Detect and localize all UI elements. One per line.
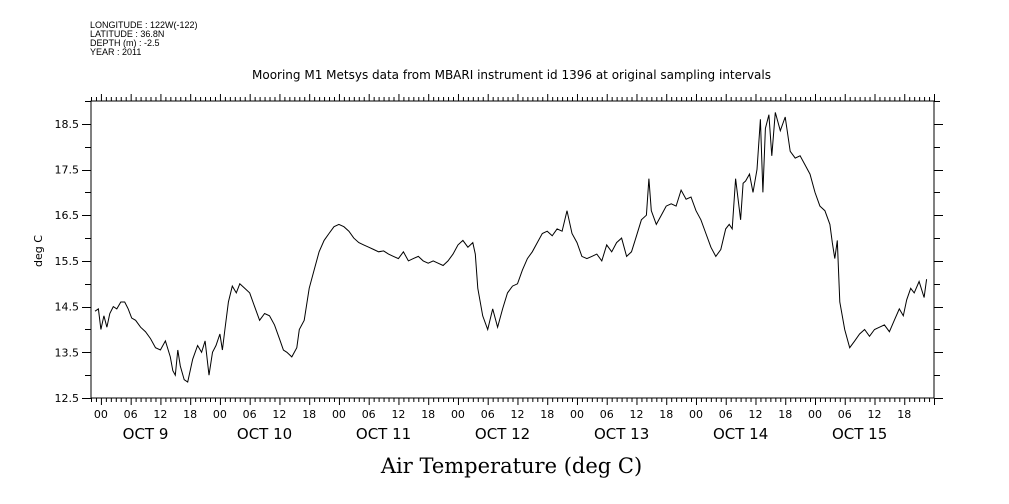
x-tick-label: 06 xyxy=(719,408,733,421)
x-tick-label: 12 xyxy=(867,408,881,421)
x-tick-label: 12 xyxy=(391,408,405,421)
year-text: YEAR : 2011 xyxy=(90,47,142,57)
x-tick-label: 00 xyxy=(451,408,465,421)
y-tick-label: 15.5 xyxy=(55,255,80,268)
y-tick-label: 13.5 xyxy=(55,346,80,359)
x-tick-label: 00 xyxy=(689,408,703,421)
x-tick-label: 06 xyxy=(838,408,852,421)
x-tick-label: 12 xyxy=(629,408,643,421)
x-tick-label: 12 xyxy=(153,408,167,421)
x-tick-label: 18 xyxy=(778,408,792,421)
x-tick-label: 06 xyxy=(600,408,614,421)
y-axis-label: deg C xyxy=(32,235,45,267)
y-tick-label: 14.5 xyxy=(55,301,80,314)
axes-group xyxy=(82,94,943,405)
y-tick-label: 16.5 xyxy=(55,209,80,222)
x-tick-label: 18 xyxy=(421,408,435,421)
x-tick-label: 06 xyxy=(362,408,376,421)
x-axis-label-text: Air Temperature (deg C) xyxy=(380,454,643,478)
latitude-text: LATITUDE : 36.8N xyxy=(90,29,165,39)
y-tick-labels: 12.5 13.5 14.5 15.5 16.5 17.5 18.5 xyxy=(55,118,80,405)
day-label: OCT 9 xyxy=(123,425,169,443)
depth-text: DEPTH (m) : -2.5 xyxy=(90,38,160,48)
air-temperature-line xyxy=(94,112,928,383)
x-tick-label: 00 xyxy=(332,408,346,421)
x-tick-label: 00 xyxy=(213,408,227,421)
x-tick-label: 18 xyxy=(897,408,911,421)
y-tick-label: 17.5 xyxy=(55,164,80,177)
day-label: OCT 15 xyxy=(832,425,887,443)
x-tick-label: 06 xyxy=(124,408,138,421)
x-tick-label: 06 xyxy=(481,408,495,421)
plot-frame xyxy=(90,100,935,399)
x-axis-label: Air Temperature (deg C) xyxy=(0,454,1009,478)
mooring-metadata: LONGITUDE : 122W(-122) LATITUDE : 36.8N … xyxy=(90,21,198,57)
x-tick-label: 12 xyxy=(748,408,762,421)
x-tick-label: 00 xyxy=(94,408,108,421)
x-tick-labels: 00 06 12 18 00 06 12 18 00 06 12 18 00 06 12 18 00 06 12 18… xyxy=(94,408,911,421)
day-label: OCT 12 xyxy=(475,425,530,443)
x-tick-label: 12 xyxy=(510,408,524,421)
y-tick-label: 18.5 xyxy=(55,118,80,131)
x-tick-label: 18 xyxy=(302,408,316,421)
x-tick-label: 18 xyxy=(540,408,554,421)
day-label: OCT 10 xyxy=(237,425,292,443)
day-label: OCT 14 xyxy=(713,425,768,443)
day-labels: OCT 9 OCT 10 OCT 11 OCT 12 OCT 13 OCT 14 OCT 1… xyxy=(123,425,888,443)
x-tick-label: 00 xyxy=(808,408,822,421)
longitude-text: LONGITUDE : 122W(-122) xyxy=(90,20,198,30)
chart-title: Mooring M1 Metsys data from MBARI instru… xyxy=(0,68,1009,82)
x-tick-label: 06 xyxy=(243,408,257,421)
x-tick-label: 00 xyxy=(570,408,584,421)
chart-title-text: Mooring M1 Metsys data from MBARI instru… xyxy=(252,68,771,82)
day-label: OCT 11 xyxy=(356,425,411,443)
x-tick-label: 18 xyxy=(659,408,673,421)
y-tick-label: 12.5 xyxy=(55,392,80,405)
x-tick-label: 12 xyxy=(272,408,286,421)
day-label: OCT 13 xyxy=(594,425,649,443)
x-tick-label: 18 xyxy=(183,408,197,421)
